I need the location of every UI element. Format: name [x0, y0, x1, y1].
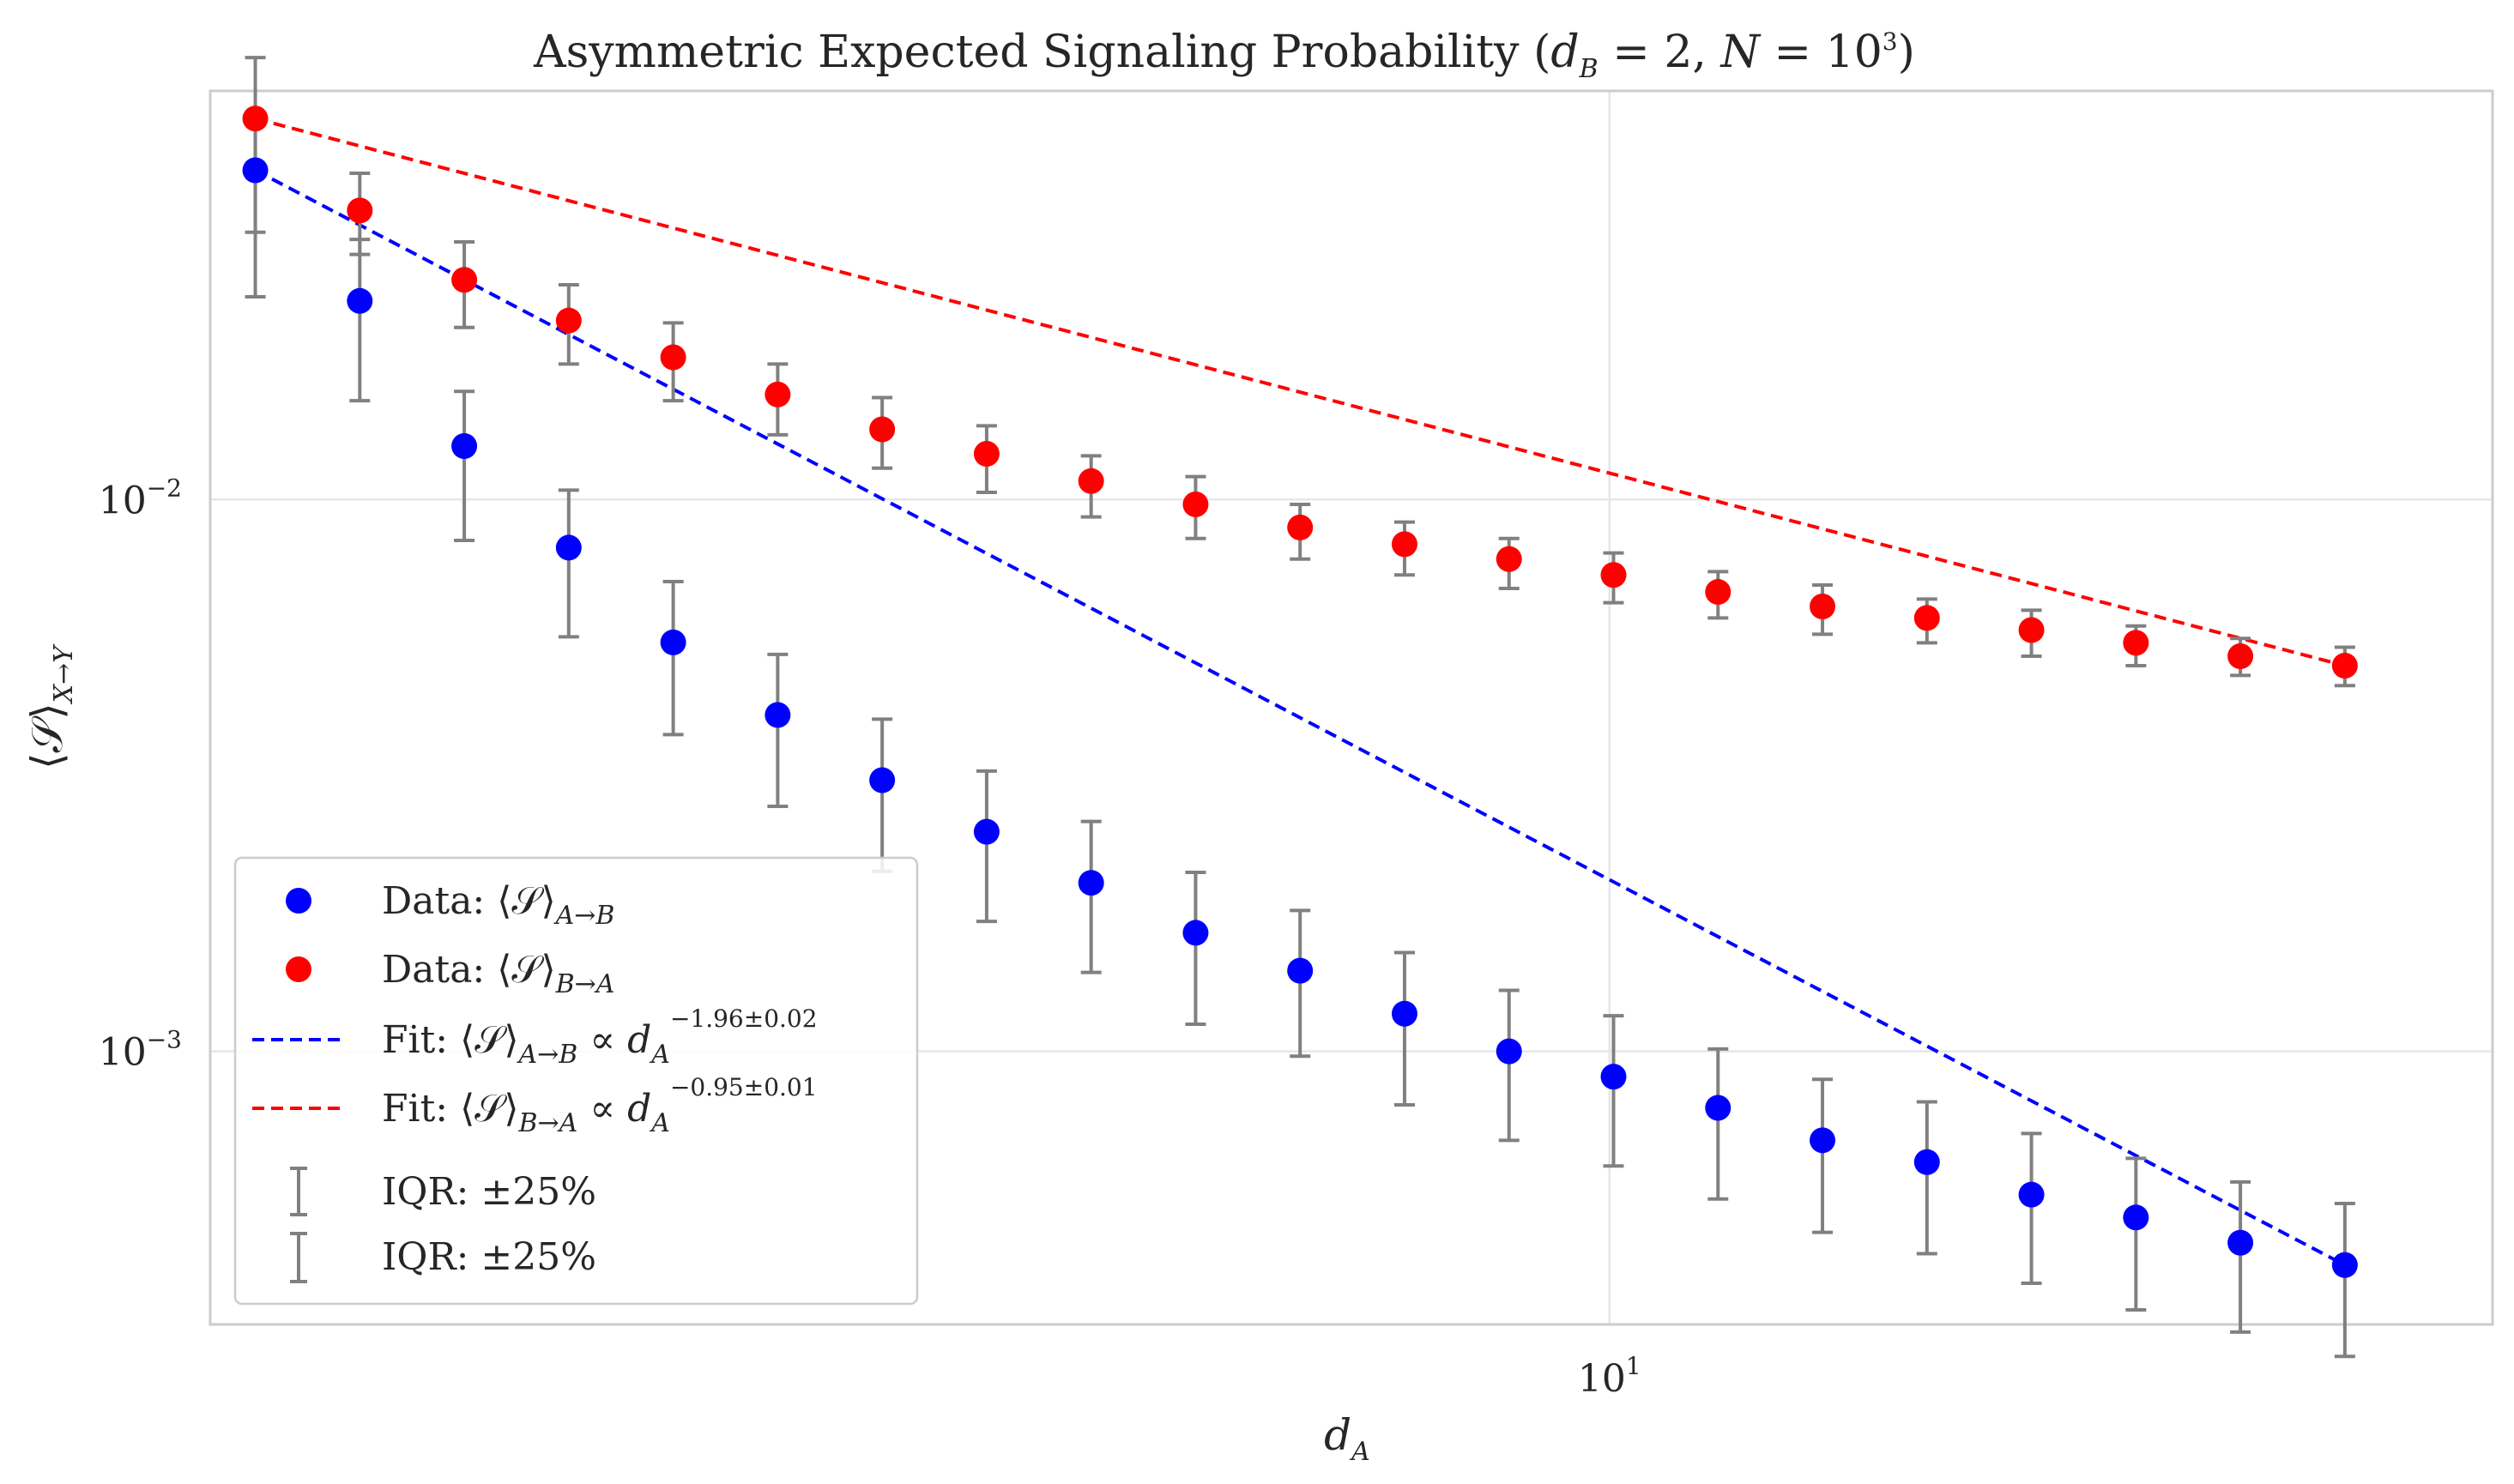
errorbar-s1-0: [245, 56, 266, 234]
data-point-s1-14: [1705, 579, 1731, 606]
data-point-s0-18: [2123, 1204, 2149, 1231]
data-point-s0-3: [555, 534, 582, 561]
data-point-s0-0: [242, 157, 269, 184]
legend-label-iqr-1: IQR: ±25%: [382, 1170, 596, 1214]
plot-area-frame: [208, 89, 2494, 1326]
y-tick-label-0: 10−2: [99, 474, 182, 522]
data-points: [242, 106, 2358, 1278]
errorbar-s0-13: [1603, 1014, 1624, 1168]
errorbar-s0-14: [1707, 1047, 1729, 1201]
data-point-s1-12: [1496, 546, 1522, 572]
errorbar-s0-9: [1185, 871, 1206, 1026]
data-point-s0-12: [1496, 1038, 1522, 1065]
errorbar-s0-19: [2230, 1179, 2251, 1334]
data-point-s1-7: [973, 441, 1000, 468]
chart-title: Asymmetric Expected Signaling Probabilit…: [533, 27, 1915, 84]
errorbar-s0-17: [2021, 1131, 2042, 1285]
errorbar-s0-11: [1393, 950, 1415, 1107]
x-axis-label: dA: [1324, 1410, 1370, 1467]
data-point-s0-6: [869, 767, 896, 793]
data-point-s1-10: [1287, 514, 1314, 540]
errorbar-s0-3: [558, 488, 579, 639]
legend-label-iqr-2: IQR: ±25%: [382, 1235, 596, 1279]
x-tick-label-0: 101: [1578, 1352, 1641, 1401]
data-point-s0-1: [347, 287, 373, 314]
fit-lines: [254, 117, 2346, 1267]
x-axis-ticks: 101: [1578, 1352, 1641, 1401]
legend-label-fit-ba: Fit: ⟨𝒮⟩B→A ∝ dA−0.95±0.01: [382, 1073, 818, 1138]
y-tick-label-1: 10−3: [99, 1026, 182, 1075]
errorbar-s0-2: [454, 389, 475, 543]
fit-line-0: [254, 168, 2346, 1267]
data-point-s0-2: [451, 432, 478, 459]
errorbar-s0-12: [1498, 988, 1520, 1143]
legend-label-data-ab: Data: ⟨𝒮⟩A→B: [382, 879, 614, 931]
legend-marker-errorbar-1: [290, 1167, 307, 1216]
data-point-s0-5: [764, 702, 791, 728]
errorbar-s0-7: [976, 769, 997, 924]
data-point-s1-11: [1391, 531, 1417, 558]
data-point-s1-19: [2227, 643, 2254, 670]
data-point-s0-9: [1182, 920, 1209, 946]
data-point-s0-10: [1287, 957, 1314, 984]
data-point-s0-7: [973, 818, 1000, 845]
legend-marker-red-data: [286, 956, 311, 982]
data-point-s1-18: [2123, 630, 2149, 656]
data-point-s1-17: [2018, 617, 2045, 643]
legend-box: [233, 856, 919, 1306]
data-point-s0-11: [1391, 1000, 1417, 1027]
errorbar-s0-20: [2334, 1202, 2355, 1359]
data-point-s1-5: [764, 381, 791, 407]
data-point-s1-15: [1810, 593, 1836, 619]
errorbar-s0-4: [662, 579, 684, 737]
data-point-s1-13: [1600, 562, 1627, 588]
data-point-s0-8: [1078, 870, 1104, 896]
data-point-s1-6: [869, 416, 896, 443]
legend-marker-errorbar-2: [290, 1232, 307, 1283]
errorbar-s0-5: [767, 652, 789, 808]
data-point-s0-4: [660, 629, 686, 655]
data-point-s0-15: [1810, 1127, 1836, 1154]
errorbar-s0-15: [1812, 1077, 1834, 1234]
data-point-s1-9: [1182, 491, 1209, 517]
fit-line-1: [255, 117, 2346, 667]
data-point-s0-20: [2331, 1252, 2358, 1278]
data-point-s0-14: [1705, 1095, 1731, 1121]
data-point-s1-0: [242, 106, 269, 132]
legend-label-fit-ab: Fit: ⟨𝒮⟩A→B ∝ dA−1.96±0.02: [382, 1004, 818, 1070]
data-point-s1-8: [1078, 468, 1104, 494]
data-point-s1-2: [451, 267, 478, 293]
data-point-s1-20: [2331, 652, 2358, 679]
errorbar-s0-16: [1916, 1100, 1937, 1256]
data-point-s0-13: [1600, 1064, 1627, 1090]
data-point-s1-3: [555, 307, 582, 334]
data-point-s1-1: [347, 197, 373, 224]
data-point-s0-19: [2227, 1229, 2254, 1256]
errorbar-s0-8: [1080, 819, 1102, 974]
y-axis-ticks: 10−2 10−3: [99, 474, 182, 1074]
data-point-s0-16: [1913, 1149, 1940, 1175]
data-point-s1-16: [1913, 605, 1940, 631]
legend: Data: ⟨𝒮⟩A→B Data: ⟨𝒮⟩B→A Fit: ⟨𝒮⟩A→B ∝ …: [233, 856, 919, 1306]
data-point-s1-4: [660, 344, 686, 371]
y-axis-label: ⟨𝒮⟩X→Y: [22, 643, 79, 769]
errorbar-s0-18: [2125, 1156, 2147, 1312]
data-point-s0-17: [2018, 1181, 2045, 1208]
legend-marker-blue-data: [286, 888, 311, 914]
legend-label-data-ba: Data: ⟨𝒮⟩B→A: [382, 948, 614, 999]
